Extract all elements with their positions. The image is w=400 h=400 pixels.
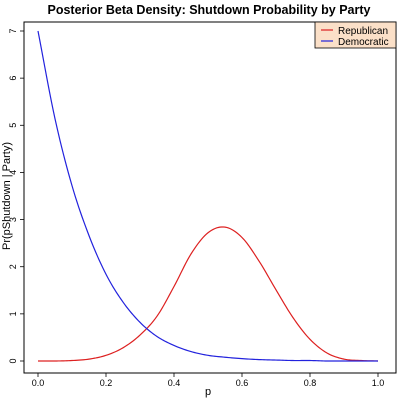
- plot-frame: [24, 22, 396, 373]
- chart-title: Posterior Beta Density: Shutdown Probabi…: [48, 3, 371, 17]
- legend-label-democratic: Democratic: [338, 37, 389, 48]
- y-tick-label: 6: [8, 76, 18, 81]
- x-tick-label: 0.0: [32, 378, 45, 388]
- series-layer: [38, 31, 378, 361]
- x-tick-label: 0.2: [100, 378, 113, 388]
- y-tick-label: 5: [8, 123, 18, 128]
- legend: Republican Democratic: [315, 22, 396, 48]
- legend-label-republican: Republican: [338, 26, 388, 37]
- x-tick-label: 0.8: [304, 378, 317, 388]
- y-tick-label: 0: [8, 358, 18, 363]
- y-axis-label: Pr(pShutdown | Party): [1, 142, 13, 250]
- series-line-republican: [38, 227, 378, 361]
- x-tick-label: 0.6: [236, 378, 249, 388]
- x-tick-label: 1.0: [372, 378, 385, 388]
- y-tick-label: 2: [8, 264, 18, 269]
- x-tick-label: 0.4: [168, 378, 181, 388]
- y-tick-label: 1: [8, 311, 18, 316]
- series-line-democratic: [38, 31, 378, 361]
- x-axis-label: p: [205, 386, 211, 398]
- y-tick-label: 7: [8, 28, 18, 33]
